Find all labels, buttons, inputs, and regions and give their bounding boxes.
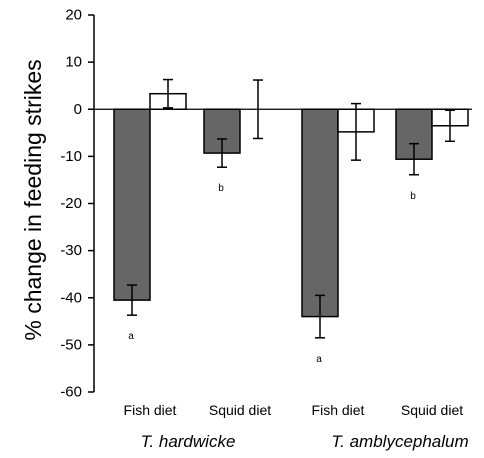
category-label: Fish diet [124,402,177,418]
bars [113,78,469,339]
category-label: Squid diet [401,402,463,418]
y-tick-label: -30 [60,242,82,259]
group-label: T. hardwicke [141,432,236,451]
category-label: Fish diet [312,402,365,418]
y-tick-label: -20 [60,195,82,212]
category-label: Squid diet [209,402,271,418]
y-tick-label: -10 [60,148,82,165]
y-tick-label: 20 [65,7,82,24]
significance-letter: b [410,191,416,202]
labels: a Fish diet b Squid diet T. hardwicke a Fish d… [124,183,469,451]
y-tick-label: -40 [60,289,82,306]
y-axis-label: % change in feeding strikes [20,59,46,340]
y-tick-label: 10 [65,54,82,71]
significance-letter: a [316,354,322,365]
y-tick-label: -60 [60,384,82,401]
significance-letter: a [128,331,134,342]
bar [113,108,151,301]
group-label: T. amblycephalum [331,432,468,451]
y-tick-label: -50 [60,336,82,353]
y-tick-label: 0 [74,101,82,118]
significance-letter: b [218,183,224,194]
bar [301,108,339,318]
